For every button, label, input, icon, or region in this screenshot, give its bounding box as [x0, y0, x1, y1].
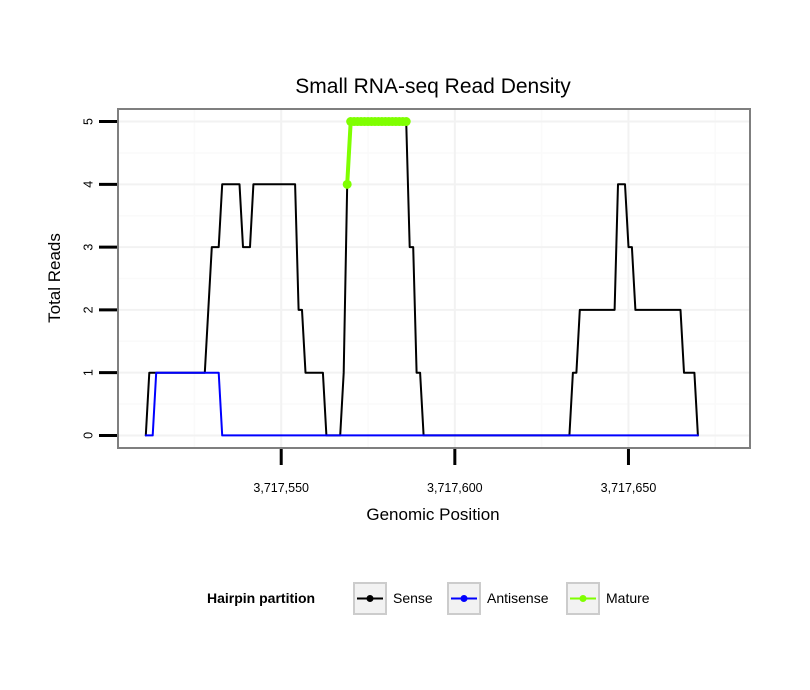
legend: Hairpin partition Sense Antisense Mature — [207, 582, 650, 615]
grid-lines — [118, 109, 750, 448]
plot-panel-border — [117, 108, 751, 449]
legend-dot-mature — [579, 595, 587, 602]
y-tick-label: 5 — [81, 118, 95, 125]
y-tick-label: 4 — [81, 181, 95, 188]
legend-label-mature: Mature — [606, 590, 650, 606]
axis-ticks: 0 1 2 3 4 5 3,717,550 3,717,600 3,717,650 — [81, 118, 656, 495]
legend-dot-sense — [366, 595, 374, 602]
chart-title: Small RNA-seq Read Density — [295, 75, 571, 98]
x-axis-label: Genomic Position — [366, 505, 499, 524]
legend-label-sense: Sense — [393, 590, 433, 606]
legend-dot-antisense — [460, 595, 468, 602]
x-tick-label: 3,717,550 — [253, 481, 309, 495]
series-lines — [144, 117, 699, 437]
legend-item-antisense: Antisense — [447, 582, 549, 615]
data-point-mature — [401, 117, 411, 127]
y-tick-label: 0 — [81, 432, 95, 439]
legend-label-antisense: Antisense — [487, 590, 549, 606]
x-tick-label: 3,717,600 — [427, 481, 483, 495]
y-tick-label: 1 — [81, 369, 95, 376]
legend-item-mature: Mature — [566, 582, 650, 615]
y-axis-label: Total Reads — [45, 233, 64, 323]
y-tick-label: 3 — [81, 244, 95, 251]
y-tick-label: 2 — [81, 306, 95, 313]
legend-title: Hairpin partition — [207, 590, 315, 606]
legend-item-sense: Sense — [353, 582, 433, 615]
x-tick-label: 3,717,650 — [601, 481, 657, 495]
data-point-mature — [342, 179, 352, 189]
series-line-antisense — [144, 371, 699, 437]
